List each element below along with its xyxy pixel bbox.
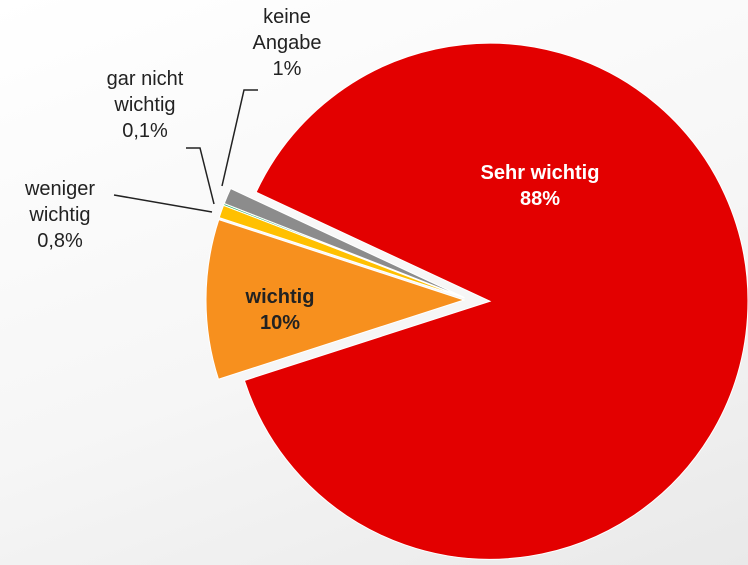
slice-name: keine Angabe [252, 6, 322, 54]
leader-line [221, 89, 258, 187]
slice-value: 88% [519, 188, 561, 210]
slice-name: wichtig [245, 286, 315, 308]
slice-value: 10% [259, 312, 301, 334]
slice-label: Sehr wichtig 88% [430, 160, 650, 212]
slice-label: gar nicht wichtig 0,1% [90, 66, 200, 144]
pie-slice [223, 187, 465, 299]
slice-label: keine Angabe 1% [232, 4, 342, 82]
slices [205, 42, 748, 560]
pie-slice [205, 218, 466, 380]
pie-slice [243, 42, 748, 560]
slice-label: weniger wichtig 0,8% [0, 176, 120, 254]
slice-value: 0,8% [37, 230, 83, 252]
leader-line [113, 194, 213, 213]
slice-value: 0,1% [122, 120, 168, 142]
slice-value: 1% [272, 58, 302, 80]
leader-line [186, 147, 215, 205]
slice-label: wichtig 10% [220, 284, 340, 336]
slice-name: Sehr wichtig [480, 162, 600, 184]
slice-name: weniger wichtig [24, 178, 96, 226]
slice-name: gar nicht wichtig [106, 68, 184, 116]
leader-lines [113, 89, 258, 213]
